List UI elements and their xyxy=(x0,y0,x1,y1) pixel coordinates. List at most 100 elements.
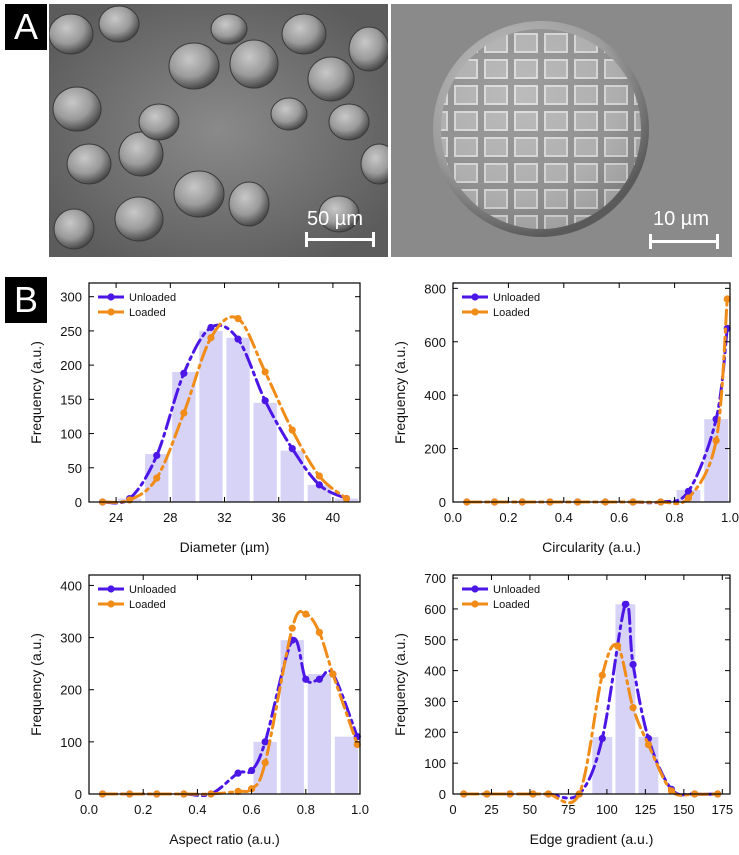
y-tick-label: 200 xyxy=(424,725,446,740)
legend-label: Unloaded xyxy=(493,292,540,304)
data-point-unloaded xyxy=(261,397,269,405)
legend-label: Loaded xyxy=(129,307,166,319)
panel-label-a: A xyxy=(5,4,47,50)
y-tick-label: 100 xyxy=(60,735,82,750)
data-point-loaded xyxy=(207,334,215,342)
x-axis-label: Aspect ratio (a.u.) xyxy=(169,831,280,847)
x-tick-label: 0.4 xyxy=(188,802,206,817)
x-axis-label: Edge gradient (a.u.) xyxy=(530,831,654,847)
legend-label: Loaded xyxy=(129,599,166,611)
data-point-loaded xyxy=(315,628,323,636)
y-tick-label: 300 xyxy=(60,290,82,305)
data-point-unloaded xyxy=(684,487,693,495)
histogram-bar xyxy=(307,674,332,794)
scale-bar-50um xyxy=(305,238,375,241)
y-tick-label: 200 xyxy=(60,683,82,698)
data-point-loaded xyxy=(153,474,161,482)
y-tick-label: 400 xyxy=(424,388,446,403)
x-axis-label: Circularity (a.u.) xyxy=(542,539,641,555)
scale-bar-cap-left xyxy=(649,234,652,249)
legend-marker xyxy=(107,308,115,316)
x-tick-label: 28 xyxy=(163,510,177,525)
scale-bar-label-10um: 10 µm xyxy=(653,208,709,230)
data-point-loaded xyxy=(180,409,188,417)
data-point-loaded xyxy=(353,740,361,749)
scale-bar-cap-right xyxy=(372,232,375,247)
data-point-unloaded xyxy=(598,734,606,743)
legend-label: Unloaded xyxy=(129,292,176,304)
histogram-bar xyxy=(280,450,304,502)
x-tick-label: 100 xyxy=(596,802,618,817)
legend-marker xyxy=(471,600,479,608)
histogram-bar xyxy=(226,337,250,502)
x-tick-label: 150 xyxy=(673,802,695,817)
y-axis-label: Frequency (a.u.) xyxy=(28,341,44,444)
y-tick-label: 600 xyxy=(424,335,446,350)
histogram-bar xyxy=(334,736,359,794)
sem-closeup-graphic xyxy=(391,4,732,257)
data-point-unloaded xyxy=(234,769,242,777)
y-tick-label: 700 xyxy=(424,571,446,586)
data-point-loaded xyxy=(644,741,653,749)
data-point-loaded xyxy=(302,610,310,618)
data-point-unloaded xyxy=(207,323,215,332)
x-tick-label: 36 xyxy=(271,510,285,525)
data-point-loaded xyxy=(684,494,693,502)
y-tick-label: 500 xyxy=(424,633,446,648)
data-point-unloaded xyxy=(180,369,188,377)
data-point-unloaded xyxy=(315,675,323,683)
y-axis-label: Frequency (a.u.) xyxy=(28,633,44,736)
histogram-bar xyxy=(199,330,223,502)
y-tick-label: 100 xyxy=(60,427,82,442)
data-point-unloaded xyxy=(288,445,296,453)
x-tick-label: 0.0 xyxy=(444,510,462,525)
y-tick-label: 250 xyxy=(60,324,82,339)
histogram-bar xyxy=(172,371,196,502)
histogram-bar xyxy=(615,604,636,794)
x-tick-label: 0.2 xyxy=(134,802,152,817)
histogram-bar xyxy=(280,640,304,794)
legend-marker xyxy=(107,585,115,593)
series-line-unloaded xyxy=(462,600,720,800)
chart-3: 0.0 0.2 0.4 0.6 0.8 1.0 0 100 200 300 400 Aspect ra… xyxy=(28,574,369,847)
data-point-unloaded xyxy=(234,335,242,343)
x-tick-label: 0.0 xyxy=(80,802,98,817)
x-tick-label: 1.0 xyxy=(721,510,739,525)
y-tick-label: 0 xyxy=(439,787,446,802)
y-tick-label: 0 xyxy=(75,787,82,802)
data-point-loaded xyxy=(261,368,269,376)
data-point-loaded xyxy=(329,670,337,678)
data-point-loaded xyxy=(598,671,606,679)
data-point-unloaded xyxy=(315,481,323,489)
x-tick-label: 0.6 xyxy=(243,802,261,817)
x-tick-label: 125 xyxy=(635,802,657,817)
data-point-loaded xyxy=(712,436,720,445)
legend-marker xyxy=(107,600,115,608)
data-point-unloaded xyxy=(629,660,637,669)
sem-overview-graphic xyxy=(49,4,388,257)
y-tick-label: 200 xyxy=(60,358,82,373)
sem-image-closeup: 10 µm xyxy=(391,4,732,257)
scale-bar-cap-right xyxy=(716,234,719,249)
x-tick-label: 24 xyxy=(109,510,123,525)
series-line-loaded xyxy=(465,297,729,506)
x-tick-label: 175 xyxy=(711,802,733,817)
chart-1: 24 28 32 36 40 0 50 100 150 200 250 300 Diameter (µm… xyxy=(28,282,361,555)
scale-bar-label-50um: 50 µm xyxy=(307,208,363,230)
data-point-loaded xyxy=(288,426,296,434)
legend-marker xyxy=(107,293,115,301)
scale-bar-cap-left xyxy=(305,232,308,247)
data-point-loaded xyxy=(234,314,242,323)
y-tick-label: 400 xyxy=(424,664,446,679)
x-axis-label: Diameter (µm) xyxy=(180,539,270,555)
x-tick-label: 25 xyxy=(484,802,498,817)
data-point-loaded xyxy=(629,704,637,712)
data-point-loaded xyxy=(315,472,323,480)
data-point-unloaded xyxy=(248,766,256,775)
panel-label-b: B xyxy=(5,277,47,323)
legend-label: Loaded xyxy=(493,599,530,611)
x-tick-label: 50 xyxy=(523,802,537,817)
plot-frame xyxy=(452,282,731,503)
x-tick-label: 0.8 xyxy=(666,510,684,525)
y-tick-label: 50 xyxy=(68,461,82,476)
